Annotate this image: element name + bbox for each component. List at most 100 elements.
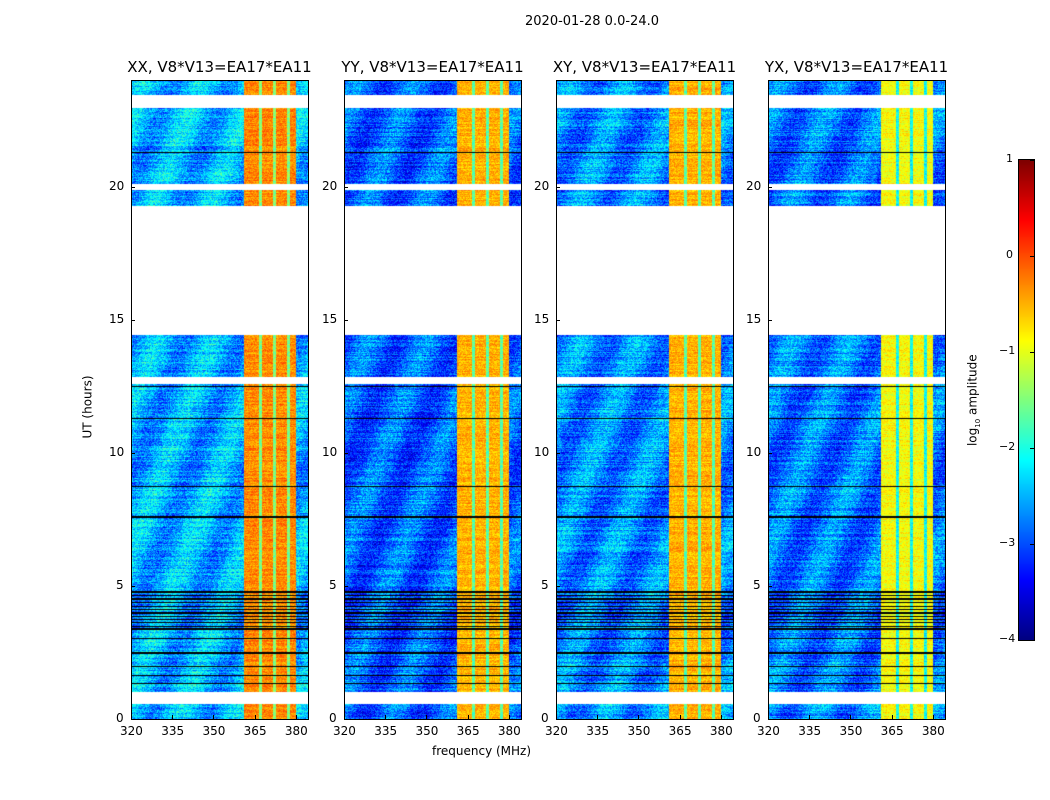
x-tick-label: 350 bbox=[202, 724, 226, 738]
y-tick bbox=[131, 719, 135, 720]
y-tick-label: 5 bbox=[116, 577, 124, 592]
y-tick bbox=[131, 186, 135, 188]
y-tick-label: 5 bbox=[541, 577, 549, 592]
heatmap-panel-3 bbox=[768, 80, 945, 719]
x-tick bbox=[638, 715, 640, 719]
panel-title: XX, V8*V13=EA17*EA11 bbox=[127, 58, 312, 76]
x-tick-label: 335 bbox=[586, 724, 610, 738]
y-tick-label: 0 bbox=[116, 711, 124, 725]
x-tick-label: 335 bbox=[798, 724, 822, 738]
x-tick-label: 380 bbox=[921, 724, 945, 738]
x-tick bbox=[344, 715, 345, 719]
axes-frame bbox=[768, 80, 946, 720]
heatmap-panel-0 bbox=[131, 80, 308, 719]
y-tick-label: 0 bbox=[541, 711, 549, 725]
colorbar-tick bbox=[1030, 544, 1034, 545]
x-tick-label: 350 bbox=[839, 724, 863, 738]
axes-frame bbox=[556, 80, 734, 720]
colorbar-tick bbox=[1030, 448, 1034, 449]
x-tick-label: 380 bbox=[284, 724, 308, 738]
x-tick-label: 365 bbox=[243, 724, 267, 738]
y-tick bbox=[768, 719, 772, 720]
y-tick bbox=[556, 585, 560, 587]
x-tick bbox=[679, 715, 681, 719]
y-tick bbox=[344, 719, 348, 720]
x-tick bbox=[508, 715, 510, 719]
x-tick-label: 350 bbox=[415, 724, 439, 738]
y-tick-label: 10 bbox=[109, 444, 125, 459]
x-tick-label: 320 bbox=[120, 724, 143, 738]
x-tick bbox=[426, 715, 428, 719]
panel-title: XY, V8*V13=EA17*EA11 bbox=[552, 58, 737, 76]
x-tick bbox=[891, 715, 893, 719]
x-tick-label: 350 bbox=[627, 724, 651, 738]
heatmap-panel-2 bbox=[556, 80, 733, 719]
x-tick-label: 320 bbox=[545, 724, 568, 738]
colorbar-tick bbox=[1030, 256, 1034, 257]
panel-title: YY, V8*V13=EA17*EA11 bbox=[341, 58, 524, 76]
x-tick bbox=[768, 715, 769, 719]
y-tick-label: 20 bbox=[534, 178, 550, 193]
y-tick-label: 10 bbox=[746, 444, 762, 459]
y-tick bbox=[131, 452, 135, 454]
y-tick bbox=[768, 319, 772, 321]
colorbar-tick-label: −3 bbox=[999, 536, 1016, 549]
y-tick-label: 0 bbox=[753, 711, 761, 725]
x-tick bbox=[932, 715, 934, 719]
heatmap-panel-1 bbox=[344, 80, 521, 719]
x-axis-label: frequency (MHz) bbox=[432, 744, 532, 758]
colorbar-tick bbox=[1030, 352, 1034, 353]
x-tick bbox=[131, 715, 132, 719]
colorbar-frame bbox=[1018, 159, 1035, 641]
x-tick bbox=[254, 715, 256, 719]
colorbar-label: log10 amplitude bbox=[965, 354, 983, 447]
x-tick-label: 365 bbox=[668, 724, 692, 738]
x-tick bbox=[809, 715, 811, 719]
x-tick-label: 365 bbox=[880, 724, 904, 738]
y-tick bbox=[344, 452, 348, 454]
y-tick bbox=[131, 319, 135, 321]
x-tick bbox=[597, 715, 599, 719]
y-tick-label: 20 bbox=[109, 178, 125, 193]
x-tick-label: 335 bbox=[374, 724, 398, 738]
x-tick bbox=[467, 715, 469, 719]
axes-frame bbox=[131, 80, 309, 720]
y-tick bbox=[556, 719, 560, 720]
x-tick-label: 380 bbox=[709, 724, 733, 738]
figure-title: 2020-01-28 0.0-24.0 bbox=[525, 14, 659, 29]
x-tick-label: 365 bbox=[456, 724, 480, 738]
x-tick bbox=[213, 715, 215, 719]
y-tick-label: 15 bbox=[322, 311, 338, 326]
x-tick-label: 320 bbox=[757, 724, 780, 738]
y-tick bbox=[344, 186, 348, 188]
colorbar-tick-label: −4 bbox=[999, 632, 1016, 645]
y-tick-label: 20 bbox=[746, 178, 762, 193]
y-tick-label: 15 bbox=[534, 311, 550, 326]
x-tick bbox=[556, 715, 557, 719]
y-tick-label: 15 bbox=[109, 311, 125, 326]
x-tick bbox=[172, 715, 174, 719]
y-tick-label: 5 bbox=[329, 577, 337, 592]
colorbar-tick bbox=[1030, 160, 1034, 161]
x-tick-label: 320 bbox=[333, 724, 356, 738]
colorbar-tick-label: −2 bbox=[999, 440, 1016, 453]
y-tick bbox=[344, 585, 348, 587]
y-tick bbox=[556, 319, 560, 321]
x-tick-label: 335 bbox=[161, 724, 185, 738]
y-tick-label: 10 bbox=[534, 444, 550, 459]
y-tick bbox=[556, 186, 560, 188]
colorbar-tick-label: 1 bbox=[1006, 152, 1013, 165]
axes-frame bbox=[344, 80, 522, 720]
y-tick-label: 15 bbox=[746, 311, 762, 326]
x-tick bbox=[295, 715, 297, 719]
y-tick bbox=[768, 585, 772, 587]
colorbar-tick bbox=[1030, 640, 1034, 641]
colorbar-tick-label: −1 bbox=[999, 344, 1016, 357]
colorbar bbox=[1019, 160, 1034, 640]
x-tick-label: 380 bbox=[497, 724, 521, 738]
y-tick-label: 10 bbox=[322, 444, 338, 459]
y-tick bbox=[768, 452, 772, 454]
y-tick-label: 20 bbox=[322, 178, 338, 193]
y-tick bbox=[768, 186, 772, 188]
